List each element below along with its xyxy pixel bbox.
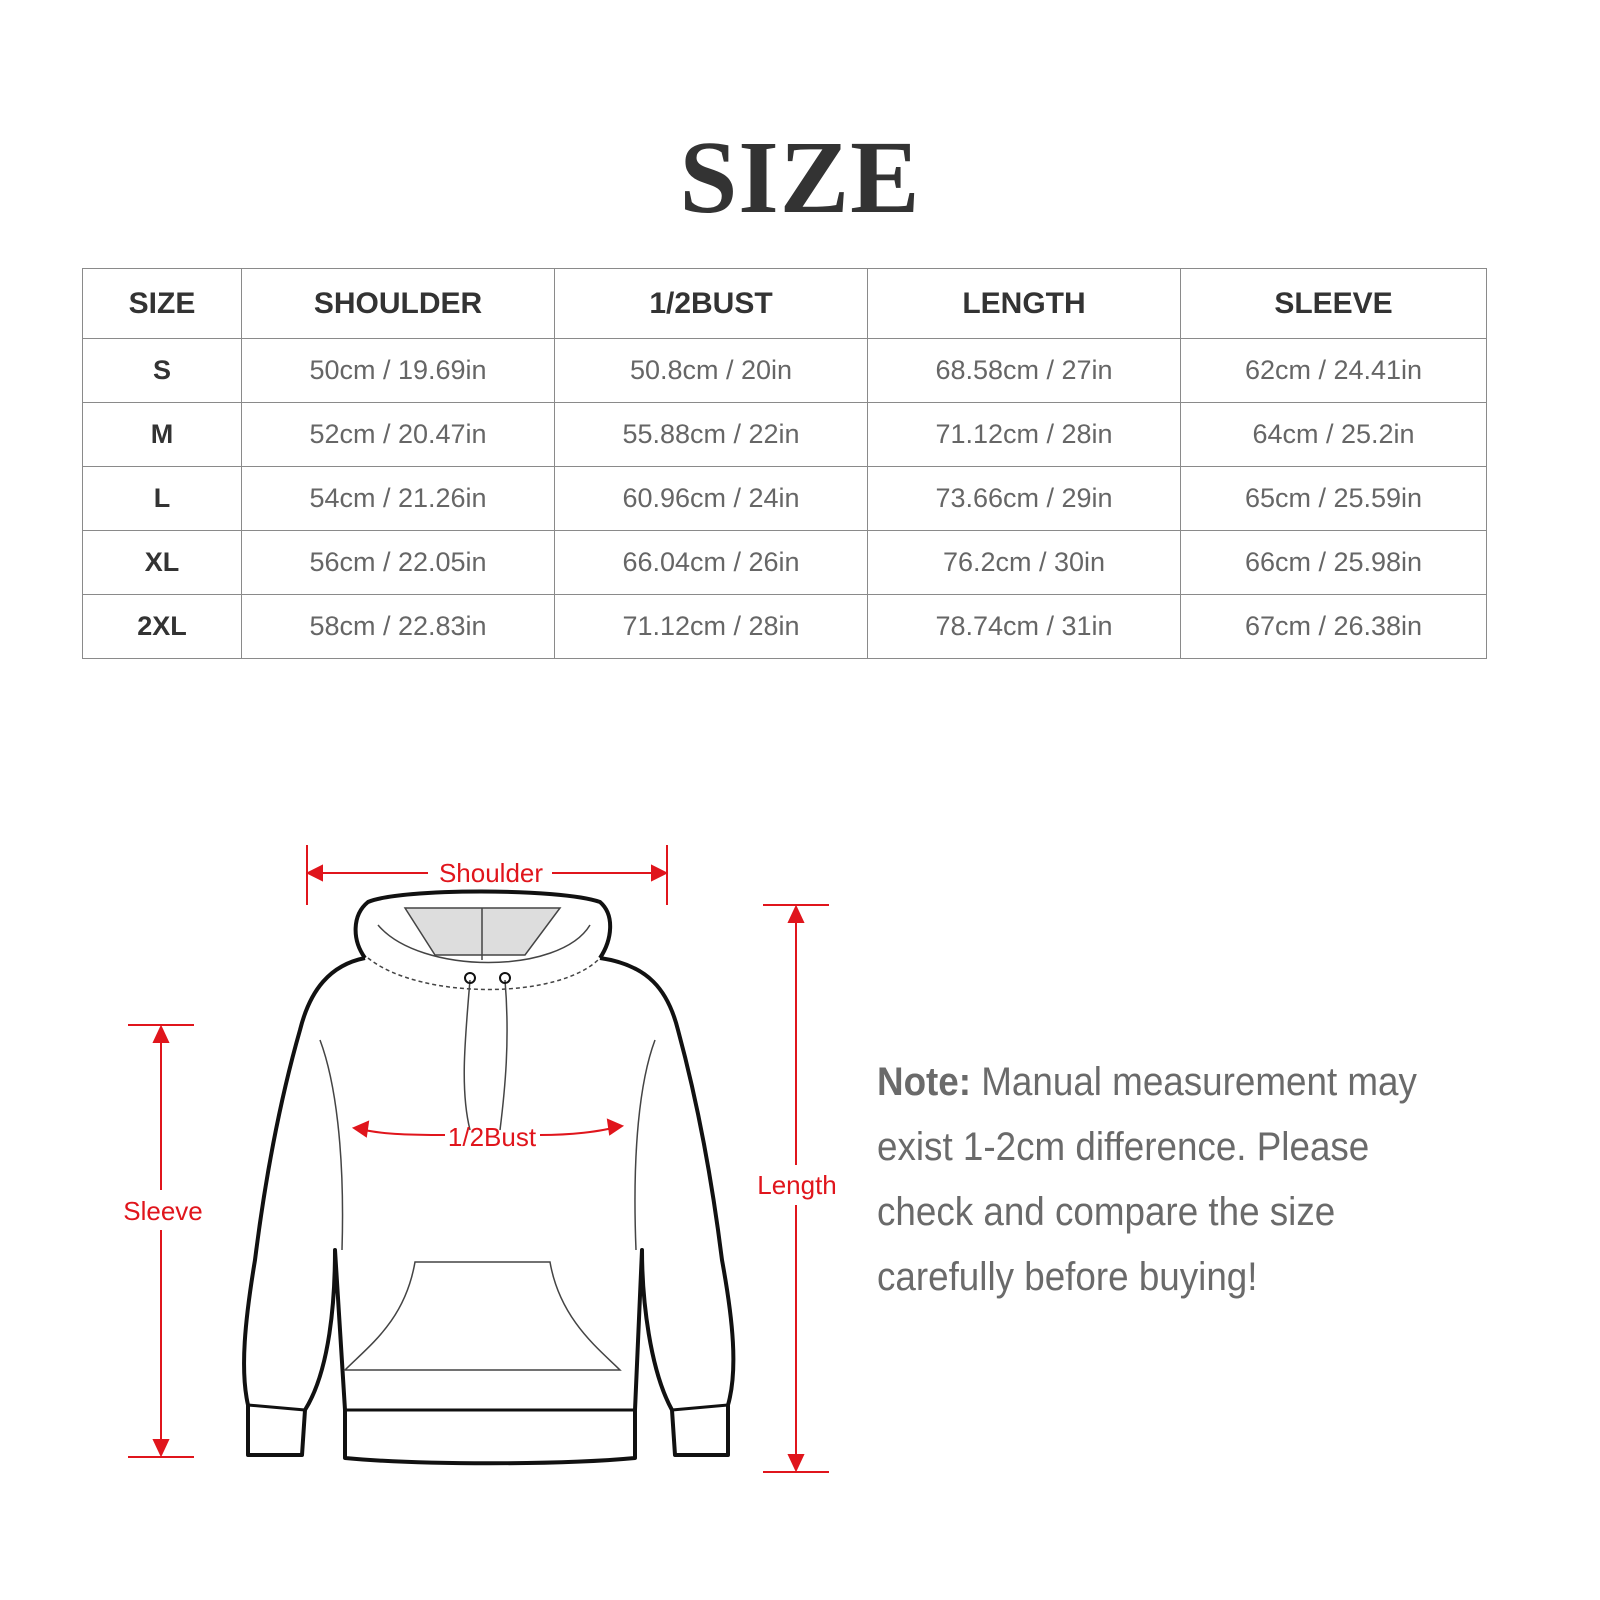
size-table: SIZE SHOULDER 1/2BUST LENGTH SLEEVE S 50c… xyxy=(82,268,1487,659)
note-text: Note: Manual measurement may exist 1-2cm… xyxy=(877,1050,1447,1310)
table-row: L 54cm / 21.26in 60.96cm / 24in 73.66cm / 2… xyxy=(82,466,1487,531)
cell-length: 78.74cm / 31in xyxy=(867,594,1181,659)
cell-shoulder: 50cm / 19.69in xyxy=(241,338,555,403)
note-label: Note: xyxy=(877,1060,972,1104)
cell-size: S xyxy=(82,338,242,403)
cell-sleeve: 62cm / 24.41in xyxy=(1180,338,1487,403)
cell-length: 73.66cm / 29in xyxy=(867,466,1181,531)
cell-sleeve: 66cm / 25.98in xyxy=(1180,530,1487,595)
length-label: Length xyxy=(757,1170,837,1200)
cell-bust: 60.96cm / 24in xyxy=(554,466,868,531)
table-row: 2XL 58cm / 22.83in 71.12cm / 28in 78.74cm /… xyxy=(82,594,1487,659)
cell-shoulder: 56cm / 22.05in xyxy=(241,530,555,595)
table-header-row: SIZE SHOULDER 1/2BUST LENGTH SLEEVE xyxy=(82,268,1487,339)
cell-shoulder: 54cm / 21.26in xyxy=(241,466,555,531)
header-sleeve: SLEEVE xyxy=(1180,268,1487,339)
measurement-guides xyxy=(128,845,829,1473)
cell-bust: 50.8cm / 20in xyxy=(554,338,868,403)
cell-bust: 55.88cm / 22in xyxy=(554,402,868,467)
page-title: SIZE xyxy=(679,120,921,235)
table-row: XL 56cm / 22.05in 66.04cm / 26in 76.2cm / 3… xyxy=(82,530,1487,595)
cell-sleeve: 65cm / 25.59in xyxy=(1180,466,1487,531)
cell-length: 71.12cm / 28in xyxy=(867,402,1181,467)
header-bust: 1/2BUST xyxy=(554,268,868,339)
cell-size: 2XL xyxy=(82,594,242,659)
cell-bust: 66.04cm / 26in xyxy=(554,530,868,595)
cell-sleeve: 64cm / 25.2in xyxy=(1180,402,1487,467)
note-body: Manual measurement may exist 1-2cm diffe… xyxy=(877,1060,1417,1299)
cell-size: M xyxy=(82,402,242,467)
cell-sleeve: 67cm / 26.38in xyxy=(1180,594,1487,659)
cell-size: XL xyxy=(82,530,242,595)
hoodie-illustration xyxy=(242,889,736,1466)
header-size: SIZE xyxy=(82,268,242,339)
bust-label: 1/2Bust xyxy=(448,1122,537,1152)
cell-size: L xyxy=(82,466,242,531)
table-row: M 52cm / 20.47in 55.88cm / 22in 71.12cm / 2… xyxy=(82,402,1487,467)
table-row: S 50cm / 19.69in 50.8cm / 20in 68.58cm / 27… xyxy=(82,338,1487,403)
header-length: LENGTH xyxy=(867,268,1181,339)
cell-shoulder: 52cm / 20.47in xyxy=(241,402,555,467)
sleeve-label: Sleeve xyxy=(123,1196,203,1226)
shoulder-label: Shoulder xyxy=(439,858,543,888)
cell-shoulder: 58cm / 22.83in xyxy=(241,594,555,659)
